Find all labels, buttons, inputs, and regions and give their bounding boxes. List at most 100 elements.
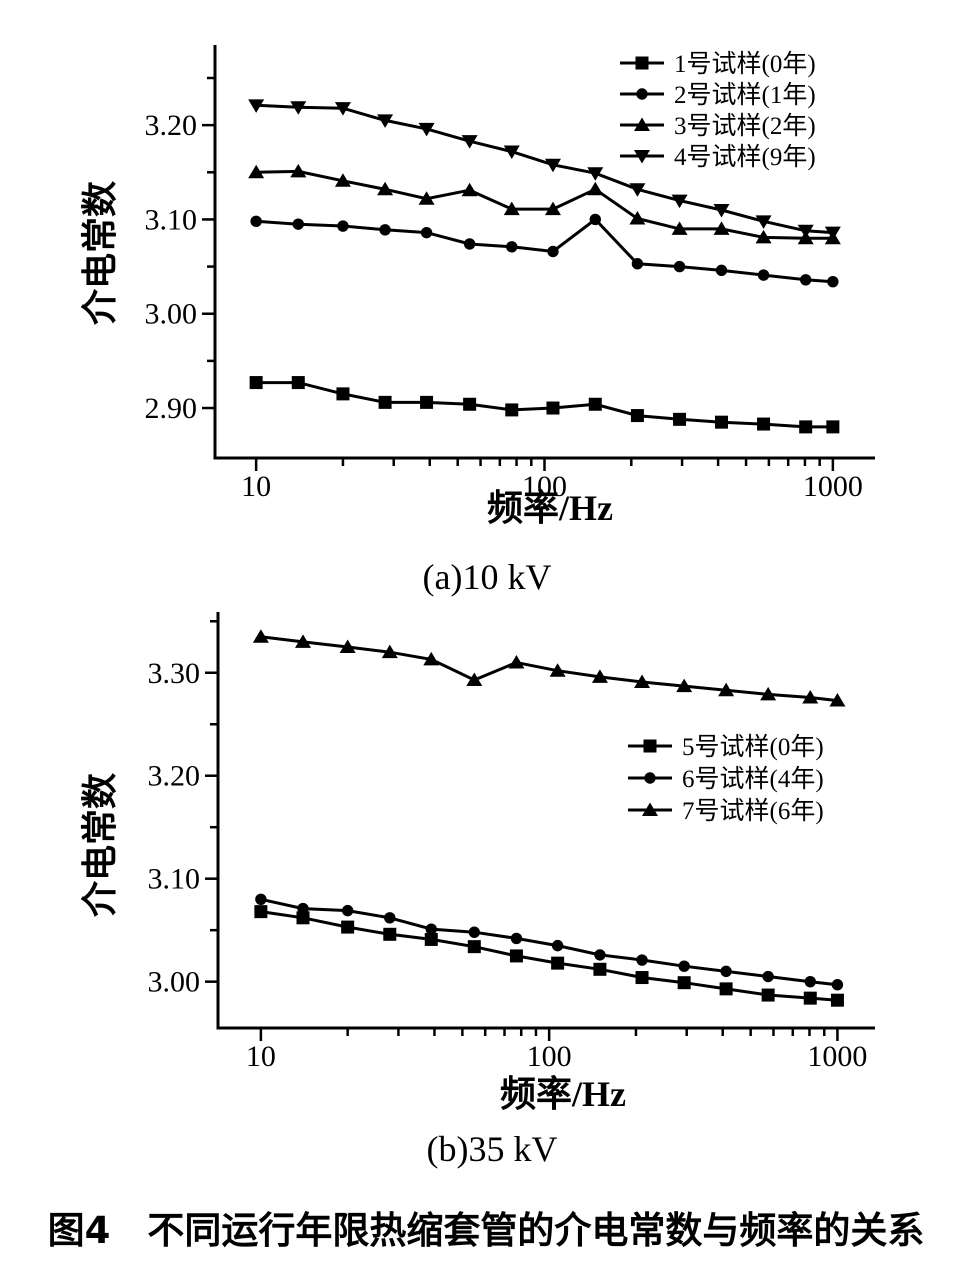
chart-b-series-1-square-marker bbox=[830, 993, 844, 1007]
chart-b-series-3-triangle-up-marker bbox=[634, 674, 651, 689]
chart-b-x-axis-title: 频率/Hz bbox=[500, 1074, 626, 1114]
chart-a-legend-label: 4号试样(9年) bbox=[674, 143, 816, 171]
chart-b-legend-label: 6号试样(4年) bbox=[682, 765, 824, 793]
chart-b-x-tick-label: 1000 bbox=[807, 1040, 867, 1073]
chart-b-axis-spines bbox=[216, 612, 875, 1030]
chart-b-legend-circle-marker bbox=[644, 772, 656, 784]
chart-b-series-3-triangle-up-marker bbox=[549, 663, 566, 677]
chart-a-series-3-triangle-up-marker bbox=[248, 164, 265, 179]
chart-a-series-4-triangle-down-marker bbox=[290, 101, 307, 115]
chart-b-x-tick-label: 100 bbox=[527, 1040, 572, 1073]
chart-b-series-3-triangle-up-marker bbox=[466, 672, 483, 686]
chart-a-series-1-square-marker bbox=[291, 376, 305, 390]
chart-a-series-3-triangle-up-marker bbox=[418, 191, 435, 205]
chart-a-series-1-square-marker bbox=[757, 417, 771, 431]
chart-a-series-1-square-marker bbox=[249, 376, 263, 390]
chart-b-series-1-square-marker bbox=[509, 949, 523, 963]
chart-b-series-2-circle-marker bbox=[636, 954, 648, 966]
chart-b-series-1-square-marker bbox=[719, 982, 733, 996]
chart-a-series-4-triangle-down-marker bbox=[713, 204, 730, 218]
chart-b-series-3-triangle-up-marker bbox=[760, 686, 777, 701]
chart-a-series-1-square-marker bbox=[799, 420, 813, 434]
chart-a-series-3-triangle-up-marker bbox=[290, 163, 307, 178]
chart-a-series-4-triangle-down-marker bbox=[503, 145, 520, 160]
chart-b-series-2-circle-marker bbox=[510, 932, 523, 945]
chart-b-legend-triangle-up-marker bbox=[642, 802, 658, 816]
chart-a-series-1-square-marker bbox=[505, 403, 519, 417]
chart-a-series-2-circle-marker bbox=[715, 264, 728, 277]
chart-a-series-2-circle-marker bbox=[827, 275, 839, 288]
chart-b-legend-label: 5号试样(0年) bbox=[682, 733, 824, 761]
chart-b-legend-square-marker bbox=[643, 739, 657, 753]
chart-a-series-3-triangle-up-marker bbox=[671, 221, 688, 235]
chart-a-y-axis-title: 介电常数 bbox=[80, 181, 120, 325]
chart-a-y-tick-label: 3.20 bbox=[145, 109, 198, 142]
chart-a-series-2-circle-marker bbox=[250, 215, 262, 228]
chart-a-series-4-triangle-down-marker bbox=[461, 135, 478, 149]
chart-b-y-axis-title: 介电常数 bbox=[80, 773, 120, 917]
chart-a-series-1-square-marker bbox=[826, 420, 840, 434]
chart-a-series-1-square-marker bbox=[546, 401, 560, 415]
chart-a-series-1-square-marker bbox=[588, 397, 602, 411]
chart-b-series-2-circle-marker bbox=[341, 904, 354, 917]
chart-a-series-2-circle-marker bbox=[631, 258, 644, 270]
chart-a-series-2-circle-marker bbox=[757, 269, 770, 281]
chart-b-legend-label: 7号试样(6年) bbox=[682, 797, 824, 825]
chart-a-legend-label: 2号试样(1年) bbox=[674, 81, 816, 109]
chart-b-series-2-circle-marker bbox=[551, 939, 564, 952]
chart-b-series-2-circle-marker bbox=[762, 970, 774, 983]
chart-a-legend-circle-marker bbox=[636, 88, 648, 100]
chart-a-series-1-square-marker bbox=[378, 395, 392, 409]
chart-a-series-2-circle-marker bbox=[463, 238, 476, 250]
chart-b-series-1-square-marker bbox=[803, 991, 817, 1005]
chart-a-x-tick-label: 1000 bbox=[803, 470, 863, 503]
chart-b-series-2-circle-marker bbox=[678, 960, 690, 972]
chart-b-series-3-triangle-up-marker bbox=[381, 644, 398, 659]
chart-a-series-3-triangle-up-marker bbox=[713, 221, 730, 235]
chart-b-series-3-triangle-up-marker bbox=[802, 689, 819, 704]
chart-a-series-3-triangle-up-marker bbox=[755, 229, 772, 244]
chart-b-series-2-circle-marker bbox=[720, 965, 732, 978]
chart-a-series-4-triangle-down-marker bbox=[418, 122, 435, 137]
chart-a-legend-triangle-up-marker bbox=[634, 117, 650, 131]
chart-a-legend-label: 3号试样(2年) bbox=[674, 112, 816, 140]
chart-a-series-1-square-marker bbox=[420, 395, 434, 409]
chart-b-series-3-triangle-up-marker bbox=[591, 669, 608, 683]
chart-a-series-4-triangle-down-marker bbox=[797, 224, 814, 239]
chart-b-series-1-square-marker bbox=[467, 940, 481, 954]
chart-b-series-1-square-marker bbox=[296, 911, 310, 925]
chart-b-series-2-circle-marker bbox=[425, 923, 437, 935]
chart-b-series-3-triangle-up-marker bbox=[676, 678, 693, 693]
chart-a-series-1-square-marker bbox=[630, 409, 644, 423]
chart-a-series-1-square-marker bbox=[463, 397, 477, 411]
chart-b: 3.00 3.10 3.20 3.30 10 100 1000 5号试样(0年) 6号试样(4年… bbox=[148, 612, 875, 1073]
chart-a-series-2-circle-marker bbox=[673, 260, 686, 273]
chart-b-series-1-square-marker bbox=[551, 956, 565, 970]
chart-a-series-2-circle-marker bbox=[799, 274, 812, 286]
chart-a-series-4-triangle-down-marker bbox=[671, 194, 688, 209]
chart-a-series-3-triangle-up-marker bbox=[461, 182, 478, 197]
chart-b-series-2-circle-marker bbox=[831, 979, 844, 991]
chart-a-series-4-triangle-down-marker bbox=[587, 167, 604, 181]
chart-a-axis-spines bbox=[213, 45, 875, 460]
chart-a-x-tick-label: 10 bbox=[241, 470, 271, 503]
chart-a-series-2-circle-marker bbox=[292, 218, 304, 230]
chart-a: 2.90 3.00 3.10 3.20 10 100 1000 1号试样(0年) 2号试样(1年… bbox=[145, 45, 875, 503]
chart-b-series-3-triangle-up-marker bbox=[423, 651, 440, 666]
chart-b-y-tick-label: 3.30 bbox=[148, 657, 201, 690]
chart-a-series-1-square-marker bbox=[715, 415, 729, 429]
chart-a-series-2-circle-marker bbox=[379, 224, 391, 236]
chart-b-series-2-circle-marker bbox=[804, 975, 816, 988]
chart-a-series-2-circle-marker bbox=[420, 226, 433, 239]
chart-a-series-4-triangle-down-marker bbox=[377, 114, 394, 128]
chart-a-subcaption: (a)10 kV bbox=[423, 557, 552, 597]
chart-b-x-tick-label: 10 bbox=[246, 1040, 276, 1073]
chart-a-series-4-triangle-down-marker bbox=[334, 102, 351, 116]
chart-b-series-1-square-marker bbox=[635, 971, 649, 985]
chart-a-series-4-triangle-down-marker bbox=[248, 99, 265, 113]
chart-a-series-3-triangle-up-marker bbox=[334, 173, 351, 187]
chart-b-y-tick-label: 3.00 bbox=[148, 966, 201, 999]
chart-b-series-1-square-marker bbox=[677, 976, 691, 990]
chart-a-series-1-square-marker bbox=[336, 387, 350, 401]
chart-b-y-tick-label: 3.10 bbox=[148, 863, 201, 896]
